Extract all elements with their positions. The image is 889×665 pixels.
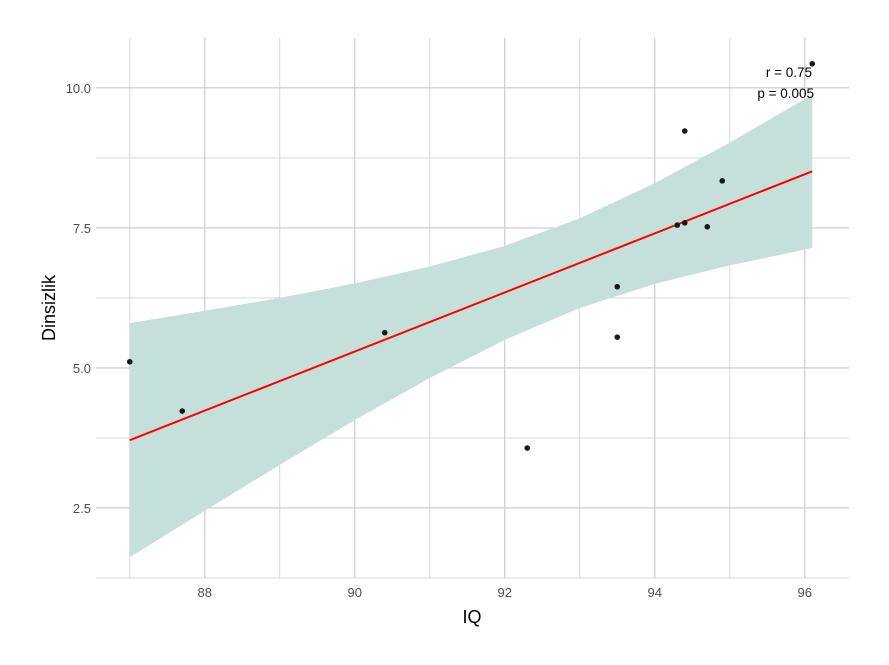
x-axis-title: IQ	[462, 607, 481, 627]
y-tick-label: 7.5	[73, 221, 91, 236]
data-point	[126, 358, 133, 365]
y-tick-label: 10.0	[66, 81, 91, 96]
annotation-r: r = 0.75	[766, 65, 812, 80]
x-tick-label: 96	[798, 585, 812, 600]
x-tick-label: 90	[348, 585, 362, 600]
data-point	[681, 128, 688, 134]
x-tick-label: 94	[648, 585, 662, 600]
y-tick-label: 5.0	[73, 361, 91, 376]
data-point	[704, 223, 711, 230]
y-tick-labels: 2.5 5.0 7.5 10.0	[66, 81, 91, 516]
data-point	[381, 329, 388, 336]
data-point	[674, 222, 681, 228]
grid	[96, 38, 849, 579]
data-points	[126, 60, 816, 451]
x-tick-labels: 88 90 92 94 96	[198, 585, 812, 600]
data-point	[179, 408, 186, 414]
data-point	[614, 334, 621, 340]
data-point	[681, 220, 688, 226]
x-tick-label: 88	[198, 585, 212, 600]
x-tick-label: 92	[498, 585, 512, 600]
data-point	[809, 60, 816, 67]
data-point	[719, 178, 726, 184]
confidence-band	[129, 94, 813, 558]
annotation-p: p = 0.005	[757, 86, 814, 101]
y-tick-label: 2.5	[73, 501, 91, 516]
data-point	[524, 445, 531, 451]
y-axis-title: Dinsizlik	[39, 274, 59, 341]
regression-line	[129, 170, 813, 442]
data-point	[614, 283, 621, 290]
